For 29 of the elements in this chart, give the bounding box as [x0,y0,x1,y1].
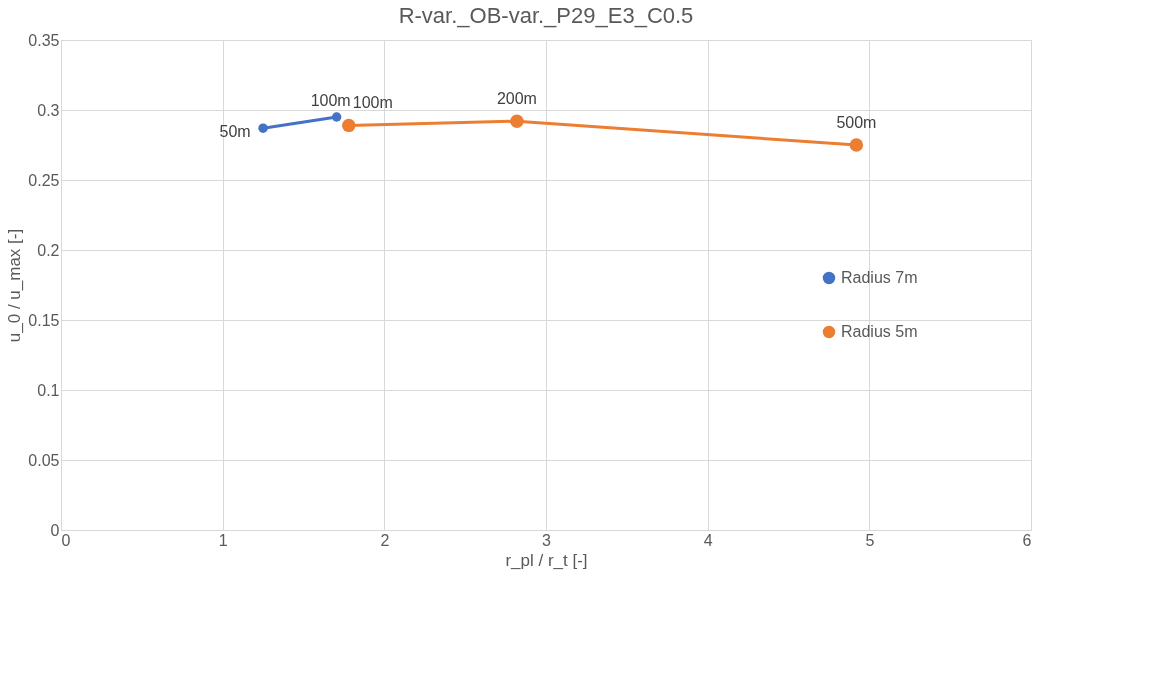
point [510,114,524,128]
annotation: 200m [496,90,537,108]
annotation: 500m [836,114,877,131]
point [849,138,864,152]
y-axis-title: u_0 / u_max [-] [5,228,25,343]
annotation: 100m [352,94,393,112]
chart-title: R-var._OB-var._P29_E3_C0.5 [398,3,694,28]
y-tick-label: 0.05 [28,451,60,469]
x-axis-title: r_pl / r_t [-] [505,550,588,570]
point [331,112,342,122]
x-tick-label: 5 [865,531,875,549]
y-tick-label: 0.15 [28,311,60,329]
y-tick-label: 0.35 [28,31,60,49]
y-tick-label: 0.3 [37,101,60,119]
x-tick-label: 6 [1022,531,1032,549]
legend-label: Radius 7m [841,269,918,286]
point [258,123,268,133]
y-tick-label: 0.25 [28,171,60,189]
legend-label: Radius 5m [841,323,918,340]
annotation: 50m [219,123,251,141]
annotation: 100m [310,92,351,109]
x-tick-label: 4 [703,531,713,549]
x-tick-label: 2 [380,531,390,549]
y-tick-label: 0.2 [37,241,60,259]
x-tick-label: 1 [218,531,228,549]
x-tick-label: 0 [61,531,71,549]
y-tick-label: 0.1 [37,381,60,399]
point [342,118,356,133]
x-tick-label: 3 [542,531,552,549]
